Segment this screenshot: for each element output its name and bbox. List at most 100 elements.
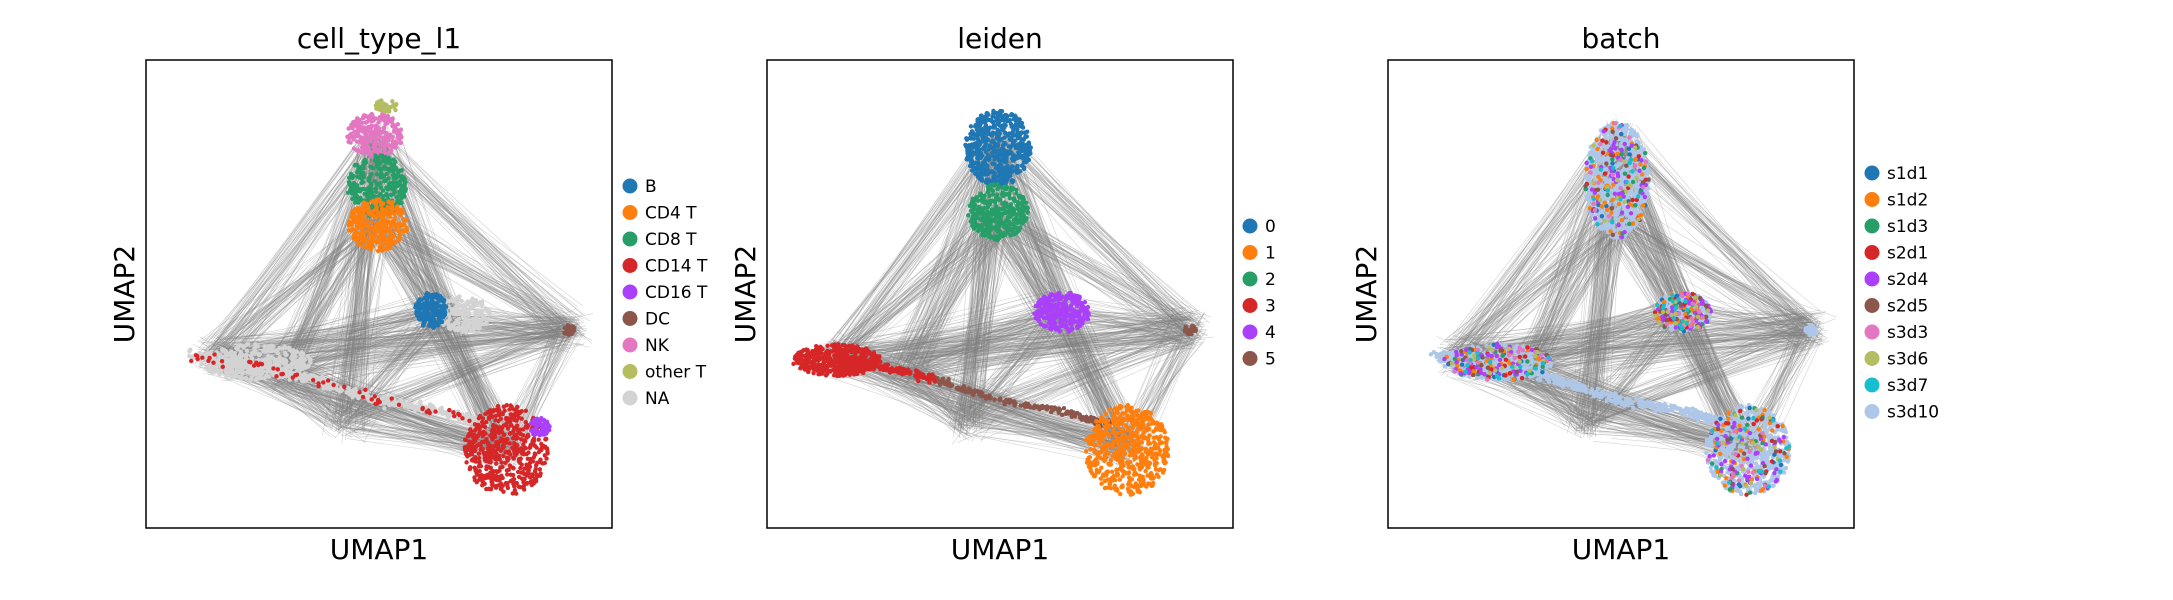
points-b <box>413 290 449 330</box>
x-axis-label: UMAP1 <box>330 533 429 566</box>
points-cluster-4 <box>1032 290 1091 334</box>
x-axis-label: UMAP1 <box>951 533 1050 566</box>
x-axis-label: UMAP1 <box>1572 533 1671 566</box>
points-s3d3-0 <box>1588 121 1649 219</box>
legend: B CD4 T CD8 T CD14 T CD16 T DC NK other T NA <box>622 177 708 409</box>
points-nk <box>345 111 404 159</box>
legend-label: s1d1 <box>1887 164 1928 184</box>
points-s3d7-0 <box>1589 123 1641 227</box>
points-s3d6-3 <box>1718 408 1780 489</box>
legend-item: DC <box>622 310 670 330</box>
points-s2d1-0 <box>1584 127 1648 221</box>
legend-marker <box>1864 218 1880 234</box>
legend-label: NA <box>645 389 670 409</box>
legend-item: B <box>622 177 657 197</box>
axes-frame <box>145 59 613 529</box>
panel-title: batch <box>1581 22 1660 55</box>
legend-item: CD8 T <box>622 230 697 250</box>
points-s3d3-3 <box>1705 429 1768 489</box>
points-s3d3-2 <box>1452 345 1552 382</box>
points-batch-tip <box>1803 323 1819 338</box>
legend-label: s1d3 <box>1887 217 1928 237</box>
legend-item: s3d10 <box>1864 403 1939 423</box>
legend-marker <box>622 178 638 194</box>
panel-batch: batch UMAP1 UMAP2 s1d1 s1d2 s1d3 s2d1 s2d4 s2… <box>1350 22 1939 566</box>
points-dc <box>562 323 577 338</box>
legend: 0 1 2 3 4 5 <box>1242 217 1276 370</box>
legend-label: s3d10 <box>1887 403 1939 423</box>
legend-item: CD4 T <box>622 204 697 224</box>
points-cluster-5 <box>1182 323 1198 337</box>
legend-marker <box>1242 324 1258 340</box>
legend-label: s3d7 <box>1887 376 1928 396</box>
legend-label: s3d6 <box>1887 350 1928 370</box>
points-cd4-t <box>346 197 409 254</box>
legend-label: 3 <box>1265 297 1276 317</box>
legend-marker <box>622 311 638 326</box>
legend-label: 5 <box>1265 350 1276 370</box>
legend-item: s1d3 <box>1864 217 1928 237</box>
points-cd14-band <box>189 352 487 428</box>
legend-item: s2d4 <box>1864 270 1928 290</box>
panel-title: leiden <box>957 22 1043 55</box>
legend-label: DC <box>645 310 670 330</box>
legend-marker <box>1242 218 1258 234</box>
legend-item: 2 <box>1242 270 1276 290</box>
points-cluster-2 <box>966 182 1030 243</box>
axes-frame <box>1387 59 1855 529</box>
panel-title: cell_type_l1 <box>297 22 461 55</box>
legend-item: s3d6 <box>1864 350 1928 370</box>
points-s3d6-0 <box>1591 143 1641 223</box>
legend-label: s2d1 <box>1887 244 1928 264</box>
legend-item: other T <box>622 363 707 383</box>
legend-item: 5 <box>1242 350 1276 370</box>
scatter-area <box>187 98 594 496</box>
legend-label: CD8 T <box>645 230 697 250</box>
points-s3d7-3 <box>1710 415 1792 489</box>
panel-leiden: leiden UMAP1 UMAP2 0 1 2 3 4 5 <box>729 22 1276 566</box>
points-cd16-t <box>528 415 552 438</box>
legend-label: 4 <box>1265 323 1276 343</box>
points-other-t <box>373 98 399 114</box>
legend-item: CD14 T <box>622 257 708 277</box>
legend-item: CD16 T <box>622 283 708 303</box>
legend-marker <box>1242 271 1258 287</box>
legend-marker <box>1864 351 1880 366</box>
legend-marker <box>622 205 638 220</box>
legend-label: CD16 T <box>645 283 708 303</box>
points-s3d6-1 <box>1653 295 1711 330</box>
legend-label: B <box>645 177 657 197</box>
legend: s1d1 s1d2 s1d3 s2d1 s2d4 s2d5 s3d3 s3d6 s3d7 s3d1… <box>1864 164 1939 423</box>
legend-marker <box>622 364 638 379</box>
legend-marker <box>1864 298 1880 313</box>
legend-marker <box>1864 377 1880 393</box>
legend-marker <box>1864 165 1880 181</box>
legend-marker <box>622 231 638 247</box>
points-cluster-0 <box>963 108 1033 188</box>
scatter-area <box>1428 117 1837 497</box>
legend-label: CD14 T <box>645 257 708 277</box>
panel-cell-type-l1: cell_type_l1 UMAP1 UMAP2 B CD4 T CD8 T CD14… <box>108 22 708 566</box>
legend-marker <box>1242 245 1258 260</box>
y-axis-label: UMAP2 <box>1350 245 1383 344</box>
legend-label: 0 <box>1265 217 1276 237</box>
legend-label: s2d5 <box>1887 297 1928 317</box>
legend-item: s2d5 <box>1864 297 1928 317</box>
legend-marker <box>1242 298 1258 313</box>
y-axis-label: UMAP2 <box>729 245 762 344</box>
legend-item: s1d2 <box>1864 191 1928 211</box>
legend-label: s1d2 <box>1887 191 1928 211</box>
y-axis-label: UMAP2 <box>108 245 141 344</box>
scatter-area <box>791 108 1214 497</box>
legend-marker <box>622 337 638 353</box>
legend-marker <box>622 284 638 300</box>
legend-label: 1 <box>1265 244 1276 264</box>
legend-marker <box>1864 324 1880 340</box>
legend-item: 0 <box>1242 217 1276 237</box>
legend-label: 2 <box>1265 270 1276 290</box>
legend-label: NK <box>645 336 670 356</box>
legend-item: s3d3 <box>1864 323 1928 343</box>
legend-marker <box>1242 351 1258 366</box>
legend-label: other T <box>645 363 707 383</box>
